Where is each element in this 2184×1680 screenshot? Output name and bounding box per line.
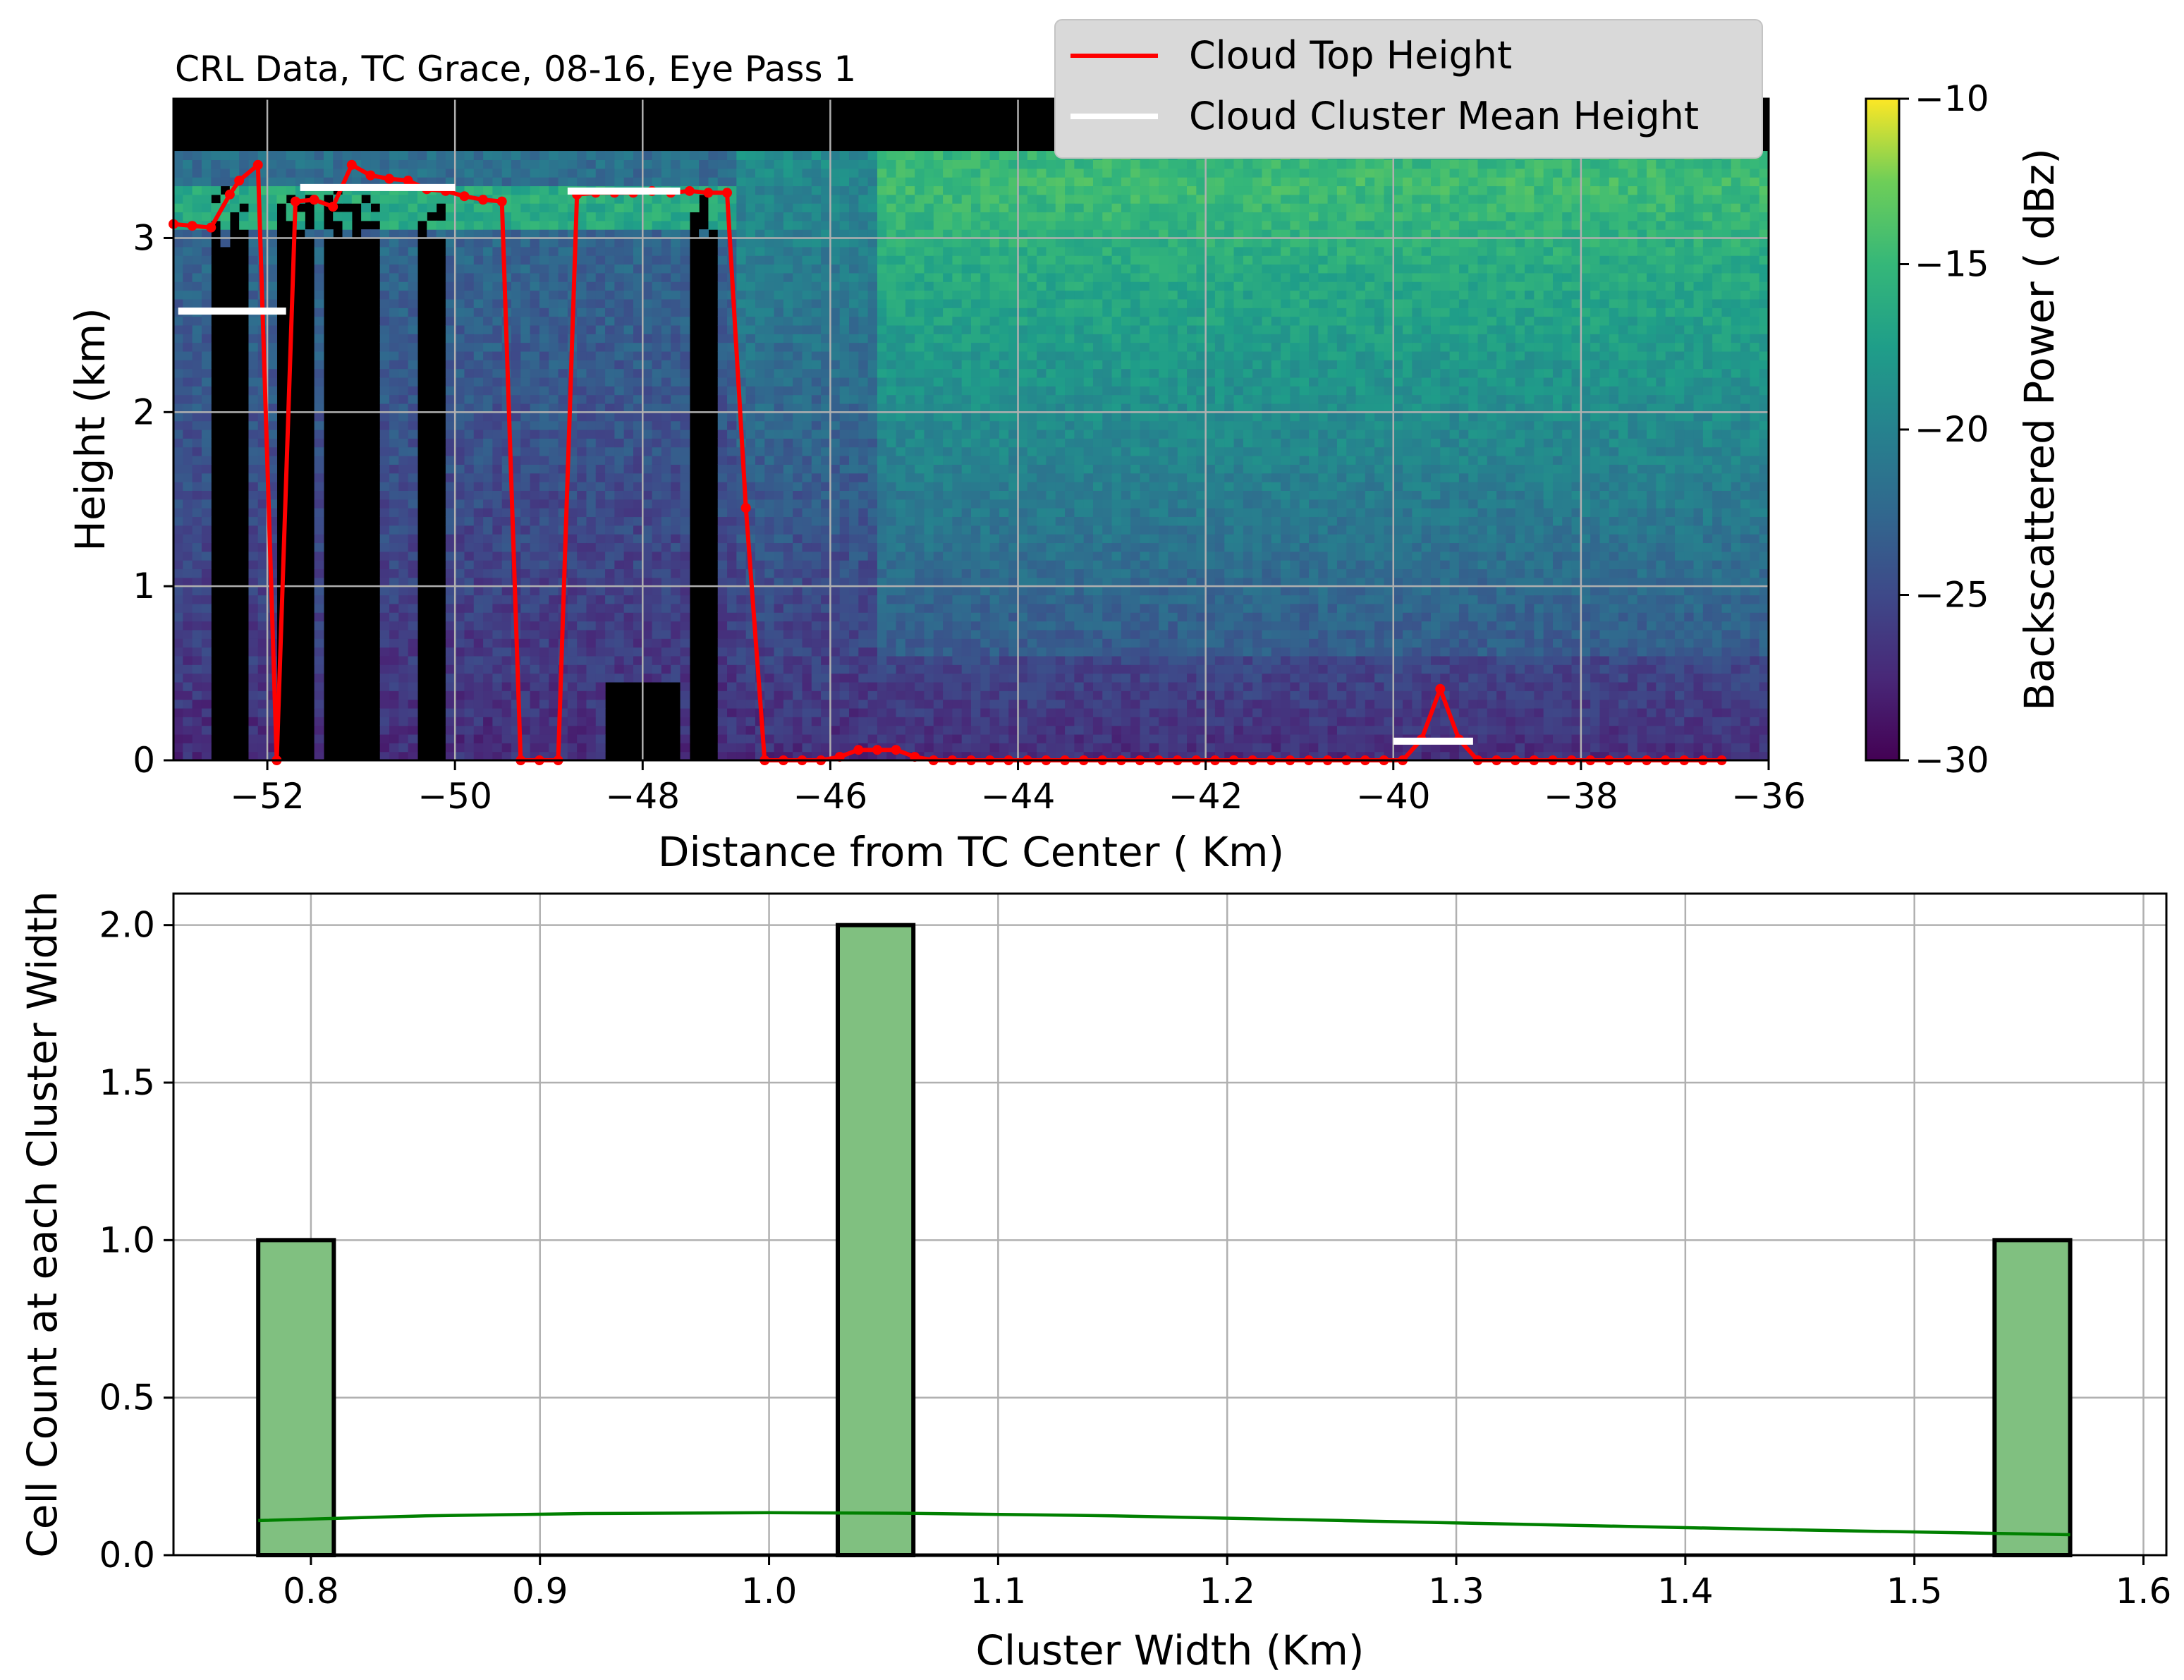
bottom-x-axis-label: Cluster Width (Km) — [975, 1626, 1364, 1674]
bottom-y-tick-label: 2.0 — [99, 905, 155, 946]
heatmap-image — [173, 99, 1769, 760]
colorbar-gradient — [1865, 97, 1901, 762]
cloud-top-height-point — [872, 745, 882, 755]
bottom-x-tick-label: 1.0 — [741, 1571, 798, 1612]
histogram-bar — [1992, 1238, 2073, 1558]
top-x-tick-label: −40 — [1356, 776, 1431, 817]
bottom-plot-frame — [172, 892, 2168, 1557]
colorbar-tick-label: −25 — [1915, 575, 1989, 616]
cloud-top-height-point — [309, 195, 319, 205]
bottom-y-tick-label: 0.0 — [99, 1535, 155, 1576]
top-x-tick-label: −36 — [1731, 776, 1806, 817]
bottom-y-axis-label: Cell Count at each Cluster Width — [18, 891, 66, 1557]
bottom-x-tick-label: 0.9 — [512, 1571, 568, 1612]
top-tick-layer: −52 −50 −48 −46 −44 −42 −40 −38 −36 0 1 2 3 — [133, 217, 1806, 817]
cloud-top-height-point — [384, 174, 395, 184]
legend-label-cluster-mean-height: Cloud Cluster Mean Height — [1189, 94, 1699, 138]
cloud-top-height-point — [496, 196, 507, 207]
top-x-tick-label: −46 — [793, 776, 868, 817]
cloud-top-height-point — [290, 196, 300, 207]
top-plot-frame — [172, 97, 1770, 762]
top-y-tick-label: 1 — [133, 566, 155, 607]
heatmap-chart: −52 −50 −48 −46 −44 −42 −40 −38 −36 0 1 2 3 CRL Data… — [66, 19, 2063, 876]
kde-curve — [258, 1511, 2070, 1537]
colorbar: −30 −25 −20 −15 −10 Backscattered Power ( dB… — [1865, 78, 2063, 781]
bottom-y-tick-label: 1.0 — [99, 1219, 155, 1260]
cloud-top-height-point — [478, 195, 489, 205]
cloud-top-height-point — [234, 176, 245, 186]
cloud-top-height-point — [684, 185, 695, 196]
top-y-axis-label: Height (km) — [66, 308, 114, 552]
cloud-top-height-point — [252, 159, 263, 170]
top-x-tick-label: −38 — [1544, 776, 1618, 817]
bottom-x-tick-label: 1.5 — [1886, 1571, 1943, 1612]
top-chart-title: CRL Data, TC Grace, 08-16, Eye Pass 1 — [175, 49, 856, 90]
cloud-top-height-point — [403, 176, 413, 186]
cloud-top-height-point — [187, 221, 197, 231]
histogram-bar — [836, 923, 916, 1557]
bottom-x-tick-label: 1.2 — [1199, 1571, 1255, 1612]
legend-label-cloud-top-height: Cloud Top Height — [1189, 33, 1512, 78]
cloud-top-height-point — [740, 503, 751, 513]
cloud-top-height-point — [459, 191, 470, 202]
top-x-tick-label: −42 — [1169, 776, 1243, 817]
top-x-axis-label: Distance from TC Center ( Km) — [658, 828, 1284, 876]
colorbar-label: Backscattered Power ( dBz) — [2015, 148, 2063, 711]
top-x-tick-label: −52 — [230, 776, 305, 817]
cloud-top-height-point — [365, 170, 376, 181]
bottom-y-tick-label: 1.5 — [99, 1062, 155, 1103]
cloud-top-height-point — [328, 202, 338, 212]
histogram-bars — [256, 923, 2073, 1558]
top-x-tick-label: −50 — [417, 776, 492, 817]
kde-curve-layer — [258, 1511, 2070, 1537]
cloud-top-height-point — [1435, 683, 1446, 694]
bottom-x-tick-label: 0.8 — [283, 1571, 339, 1612]
cloud-top-height-point — [853, 745, 864, 755]
bottom-x-tick-label: 1.4 — [1657, 1571, 1714, 1612]
legend-box — [1054, 19, 1763, 159]
colorbar-tick-label: −15 — [1915, 244, 1989, 285]
histogram-chart: 0.8 0.9 1.0 1.1 1.2 1.3 1.4 1.5 1.6 0.0 0.5 1.0 1.5 2… — [18, 891, 2171, 1674]
bottom-x-tick-label: 1.3 — [1428, 1571, 1484, 1612]
cloud-top-height-point — [346, 159, 357, 170]
colorbar-tick-label: −30 — [1915, 740, 1989, 781]
cloud-top-height-point — [703, 188, 714, 198]
legend: Cloud Top Height Cloud Cluster Mean Heig… — [1054, 19, 1763, 159]
cloud-top-height-point — [224, 189, 235, 200]
top-y-tick-label: 2 — [133, 391, 155, 432]
colorbar-tick-label: −10 — [1915, 78, 1989, 119]
top-y-tick-label: 3 — [133, 217, 155, 258]
top-y-tick-label: 0 — [133, 740, 155, 781]
cloud-top-height-point — [206, 222, 216, 233]
cloud-top-height-point — [722, 188, 733, 198]
cloud-top-height-point — [891, 745, 901, 755]
bottom-tick-layer: 0.8 0.9 1.0 1.1 1.2 1.3 1.4 1.5 1.6 0.0 0.5 1.0 1.5 2… — [99, 905, 2171, 1612]
histogram-bar — [256, 1238, 336, 1558]
colorbar-tick-label: −20 — [1915, 409, 1989, 450]
bottom-y-tick-label: 0.5 — [99, 1377, 155, 1418]
colorbar-ticks: −30 −25 −20 −15 −10 — [1899, 78, 1989, 781]
bottom-x-tick-label: 1.6 — [2116, 1571, 2172, 1612]
bottom-gridlines — [173, 894, 2166, 1557]
top-x-tick-label: −44 — [981, 776, 1056, 817]
top-x-tick-label: −48 — [606, 776, 681, 817]
bottom-x-tick-label: 1.1 — [970, 1571, 1027, 1612]
